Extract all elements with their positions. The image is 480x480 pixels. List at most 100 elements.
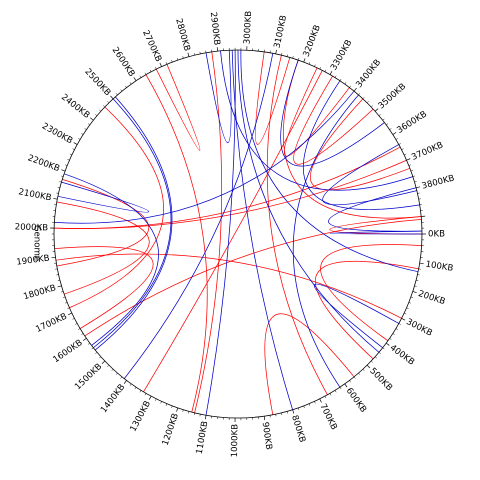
minor-tick — [81, 133, 83, 134]
minor-tick — [363, 97, 364, 99]
minor-tick — [354, 377, 355, 379]
minor-tick — [363, 369, 364, 371]
minor-tick — [409, 165, 411, 166]
major-tick — [61, 170, 65, 171]
major-tick — [53, 198, 57, 199]
minor-tick — [61, 176, 63, 177]
major-tick — [293, 410, 294, 414]
minor-tick — [121, 89, 122, 91]
minor-tick — [140, 390, 141, 392]
major-tick — [110, 96, 113, 99]
tick-label: 1600KB — [51, 338, 84, 365]
minor-tick — [161, 401, 162, 403]
tick-label: 1800KB — [22, 283, 57, 302]
major-tick — [264, 416, 265, 420]
minor-tick — [81, 333, 83, 334]
minor-tick — [78, 138, 80, 139]
major-tick — [205, 415, 206, 419]
minor-tick — [399, 323, 401, 324]
blue-link — [314, 284, 399, 348]
red-link — [56, 254, 402, 318]
tick-label: 3600KB — [395, 109, 429, 136]
major-tick — [375, 109, 378, 112]
minor-tick — [72, 149, 74, 150]
minor-tick — [411, 170, 413, 171]
minor-tick — [145, 73, 146, 75]
minor-tick — [78, 329, 80, 330]
major-tick — [58, 286, 62, 287]
minor-tick — [72, 318, 74, 319]
red-link — [265, 314, 354, 415]
minor-tick — [411, 297, 413, 298]
minor-tick — [287, 411, 288, 413]
major-tick — [320, 399, 322, 403]
red-link — [156, 64, 200, 150]
tick-label: 2700KB — [140, 29, 163, 64]
tick-label: 900KB — [260, 421, 274, 450]
minor-tick — [320, 67, 321, 69]
major-tick — [420, 263, 424, 264]
minor-tick — [183, 56, 184, 58]
major-tick — [330, 71, 332, 74]
minor-tick — [194, 413, 195, 415]
minor-tick — [402, 149, 404, 150]
minor-tick — [75, 323, 77, 324]
minor-tick — [383, 119, 385, 120]
minor-tick — [325, 396, 326, 398]
minor-tick — [345, 82, 346, 84]
tick-label: 800KB — [289, 414, 307, 444]
minor-tick — [166, 62, 167, 64]
minor-tick — [335, 390, 336, 392]
minor-tick — [130, 384, 131, 386]
minor-tick — [383, 348, 385, 349]
tick-label: 500KB — [367, 366, 394, 393]
minor-tick — [281, 413, 282, 415]
tick-label: 2200KB — [26, 153, 61, 174]
major-tick — [386, 343, 389, 345]
major-tick — [276, 50, 277, 54]
major-tick — [177, 408, 178, 412]
major-tick — [83, 338, 86, 340]
minor-tick — [340, 387, 341, 389]
tick-label: 2800KB — [173, 17, 192, 52]
minor-tick — [409, 302, 411, 303]
tick-label: 2100KB — [18, 187, 53, 203]
tick-label: 1500KB — [73, 362, 104, 392]
minor-tick — [358, 93, 359, 95]
minor-tick — [63, 297, 65, 298]
minor-tick — [67, 308, 69, 309]
minor-tick — [59, 182, 61, 183]
tick-label: 2600KB — [110, 46, 137, 79]
minor-tick — [155, 399, 156, 401]
minor-tick — [330, 393, 331, 395]
major-tick — [416, 187, 420, 188]
minor-tick — [404, 154, 406, 155]
minor-tick — [58, 187, 60, 188]
major-tick — [393, 132, 396, 134]
blue-link — [64, 174, 158, 346]
major-tick — [402, 318, 406, 320]
minor-tick — [298, 58, 299, 60]
minor-tick — [309, 62, 310, 64]
minor-tick — [349, 380, 350, 382]
tick-label: 300KB — [404, 317, 434, 339]
major-tick — [188, 53, 189, 57]
minor-tick — [415, 286, 417, 287]
minor-tick — [107, 101, 109, 103]
minor-tick — [95, 352, 97, 353]
minor-tick — [177, 58, 178, 60]
tick-label: 3800KB — [421, 174, 456, 192]
major-tick — [367, 365, 370, 368]
tick-label: 1700KB — [34, 312, 69, 335]
tick-label: 600KB — [344, 386, 368, 415]
minor-tick — [325, 70, 326, 72]
blue-link — [206, 50, 231, 143]
tick-label: 2500KB — [82, 67, 112, 98]
tick-label: 3000KB — [243, 11, 255, 45]
minor-tick — [85, 128, 87, 129]
tick-label: 1400KB — [99, 382, 127, 415]
major-tick — [124, 380, 126, 383]
blue-link — [124, 53, 273, 378]
tick-label: 3100KB — [273, 14, 290, 49]
tick-label: 2900KB — [208, 11, 222, 45]
